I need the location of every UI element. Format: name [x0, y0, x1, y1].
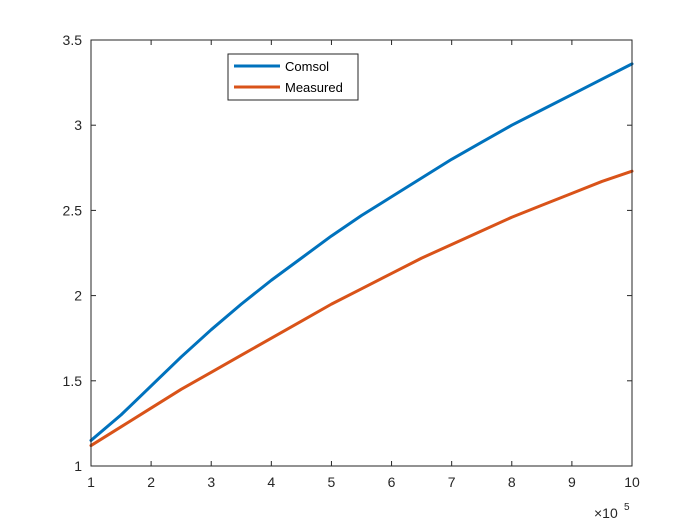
legend-box	[227, 53, 359, 101]
x-tick-label: 2	[147, 474, 155, 490]
x-exponent-base: ×10	[594, 505, 618, 521]
series-line-comsol	[89, 62, 634, 442]
y-tick-label: 2.5	[63, 202, 83, 218]
y-tick-label: 1	[74, 458, 82, 474]
series-layer	[89, 62, 634, 448]
x-tick-label: 5	[328, 474, 336, 490]
x-tick-label: 4	[267, 474, 275, 490]
legend-label-comsol: Comsol	[285, 59, 329, 74]
x-exponent-power: 5	[624, 502, 630, 513]
x-tick-label: 8	[508, 474, 516, 490]
legend: Comsol Measured	[227, 53, 359, 101]
x-axis-exponent: ×10 5	[594, 502, 630, 521]
x-tick-label: 3	[207, 474, 215, 490]
axes-box	[90, 39, 633, 467]
y-tick-label: 3.5	[63, 32, 83, 48]
y-tick-label: 2	[74, 288, 82, 304]
x-tick-label: 10	[624, 474, 640, 490]
x-tick-label: 7	[448, 474, 456, 490]
legend-label-measured: Measured	[285, 80, 343, 95]
y-tick-label: 3	[74, 117, 82, 133]
x-tick-label: 1	[87, 474, 95, 490]
series-line-measured	[89, 169, 634, 448]
y-tick-label: 1.5	[63, 373, 83, 389]
x-tick-label: 9	[568, 474, 576, 490]
x-tick-label: 6	[388, 474, 396, 490]
axes-layer	[90, 39, 633, 467]
tick-layer: 1 2 3 4 5 6 7 8 9 10 1 1.5 2 2.5 3 3.5	[63, 32, 640, 490]
